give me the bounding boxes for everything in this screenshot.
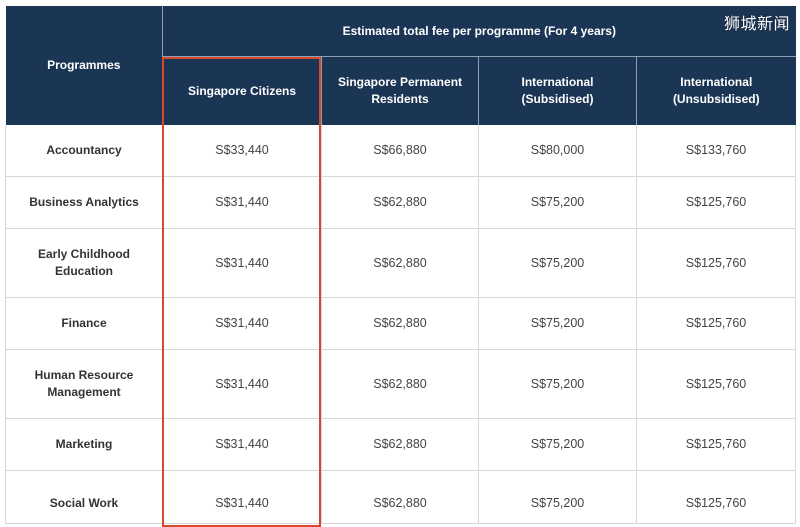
watermark: 狮城新闻 [723,14,790,33]
fee-cell: S$75,200 [478,418,637,471]
table-row: Social Work S$31,440 S$62,880 S$75,200 S… [5,470,797,524]
table-row: Human Resource Management S$31,440 S$62,… [5,349,797,419]
fee-cell: S$125,760 [636,349,797,419]
table-row: Finance S$31,440 S$62,880 S$75,200 S$125… [5,297,797,350]
fee-cell: S$62,880 [321,418,479,471]
table-row: Accountancy S$33,440 S$66,880 S$80,000 S… [5,125,797,177]
fee-cell: S$75,200 [478,297,637,350]
fee-cell: S$31,440 [162,176,322,229]
fee-cell: S$125,760 [636,228,797,298]
programme-name: Finance [5,297,163,350]
fee-cell: S$62,880 [321,228,479,298]
fee-group-header: Estimated total fee per programme (For 4… [162,6,796,57]
fee-cell: S$62,880 [321,470,479,524]
fee-cell: S$80,000 [478,125,637,177]
col-header-pr: Singapore Permanent Residents [321,56,479,125]
table-header: Programmes Estimated total fee per progr… [5,6,796,125]
fee-cell: S$31,440 [162,228,322,298]
fee-cell: S$125,760 [636,418,797,471]
fee-cell: S$75,200 [478,228,637,298]
programme-name: Marketing [5,418,163,471]
programme-name: Social Work [5,470,163,524]
fee-cell: S$31,440 [162,470,322,524]
fee-cell: S$125,760 [636,470,797,524]
fee-table: Programmes Estimated total fee per progr… [5,6,797,524]
fee-cell: S$31,440 [162,349,322,419]
fee-cell: S$75,200 [478,349,637,419]
fee-cell: S$31,440 [162,297,322,350]
fee-cell: S$75,200 [478,470,637,524]
fee-cell: S$133,760 [636,125,797,177]
table-row: Marketing S$31,440 S$62,880 S$75,200 S$1… [5,418,797,471]
fee-cell: S$66,880 [321,125,479,177]
fee-cell: S$75,200 [478,176,637,229]
fee-cell: S$31,440 [162,418,322,471]
programme-name: Business Analytics [5,176,163,229]
fee-cell: S$62,880 [321,349,479,419]
col-header-intl-subsidised: International (Subsidised) [478,56,637,125]
fee-cell: S$125,760 [636,176,797,229]
fee-cell: S$125,760 [636,297,797,350]
programme-name: Accountancy [5,125,163,177]
programmes-header: Programmes [5,6,163,125]
fee-cell: S$33,440 [162,125,322,177]
table-row: Early Childhood Education S$31,440 S$62,… [5,228,797,298]
table-row: Business Analytics S$31,440 S$62,880 S$7… [5,176,797,229]
table-body: Accountancy S$33,440 S$66,880 S$80,000 S… [5,125,797,524]
fee-cell: S$62,880 [321,176,479,229]
col-header-citizens: Singapore Citizens [162,56,322,125]
programme-name: Human Resource Management [5,349,163,419]
programme-name: Early Childhood Education [5,228,163,298]
fee-cell: S$62,880 [321,297,479,350]
col-header-intl-unsubsidised: International (Unsubsidised) [636,56,796,125]
